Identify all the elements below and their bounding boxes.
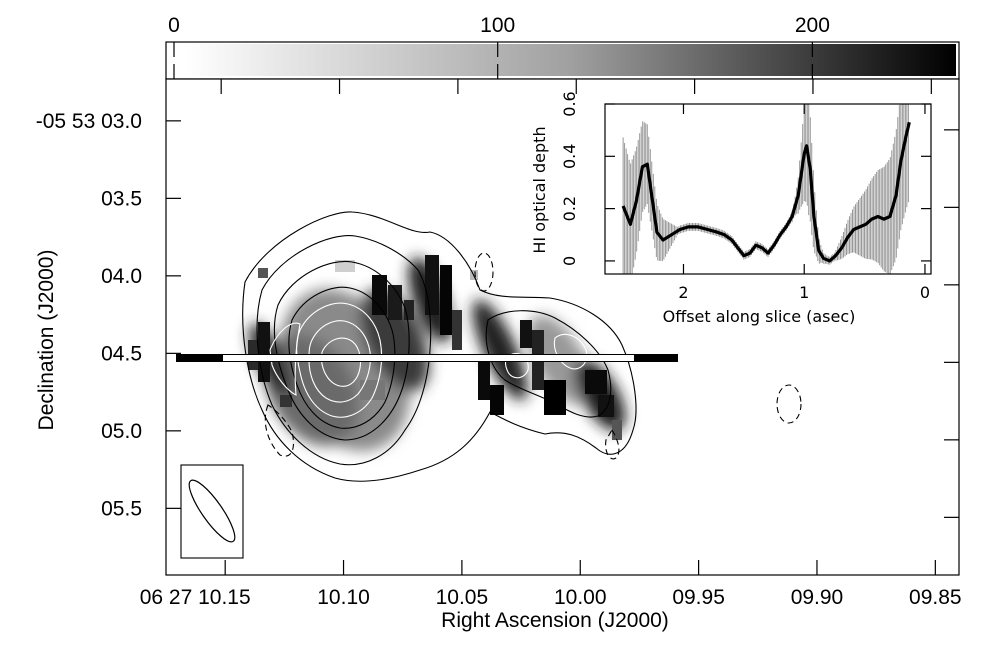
inset-y-tick-label: 0 — [560, 256, 579, 266]
colorbar-tick-label: 100 — [480, 14, 515, 37]
inset-plot: 2 1 000.20.40.6 Offset along slice (asec) … — [530, 91, 932, 326]
y-tick-label: 04.5 — [101, 342, 142, 365]
x-tick-label: 09.85 — [909, 586, 962, 609]
x-axis-label: Right Ascension (J2000) — [441, 609, 669, 632]
colorbar-tick-label: 0 — [168, 14, 180, 37]
colorbar-ticks: 0 100 200 — [168, 14, 830, 79]
inset-background — [605, 104, 931, 274]
inset-x-axis-label: Offset along slice (asec) — [663, 307, 856, 326]
inset-y-tick-label: 0.2 — [560, 196, 579, 221]
inset-x-tick-label: 1 — [799, 283, 809, 302]
inset-y-tick-label: 0.4 — [560, 144, 579, 169]
y-tick-label: 03.5 — [101, 187, 142, 210]
x-tick-label: 06 27 10.15 — [140, 586, 251, 609]
map-tick-labels: 06 27 10.15 10.10 10.05 10.00 09.95 09.90 09.8… — [36, 110, 962, 609]
inset-x-tick-label: 0 — [920, 283, 930, 302]
x-tick-label: 09.90 — [791, 586, 844, 609]
map-ticks — [166, 79, 959, 575]
y-tick-label: 04.0 — [101, 265, 142, 288]
colorbar-gradient — [185, 44, 956, 76]
slice-bar-white — [223, 355, 634, 361]
inset-x-tick-label: 2 — [678, 283, 688, 302]
colorbar-tick-label: 200 — [795, 14, 830, 37]
slice-line — [176, 354, 678, 362]
inset-y-axis-label: HI optical depth — [530, 126, 549, 253]
y-tick-label: -05 53 03.0 — [36, 110, 142, 133]
pixel-blocks — [248, 255, 622, 440]
inset-ticks — [605, 103, 931, 274]
x-tick-label: 10.10 — [317, 586, 370, 609]
beam-indicator — [180, 464, 244, 559]
y-axis-label: Declination (J2000) — [35, 250, 58, 431]
map-image — [176, 211, 802, 482]
y-tick-label: 05.0 — [101, 420, 142, 443]
x-tick-label: 10.05 — [436, 586, 489, 609]
beam-ellipse — [188, 479, 236, 543]
inset-frame — [604, 103, 932, 275]
x-tick-label: 10.00 — [554, 586, 607, 609]
inset-series-line — [621, 121, 911, 263]
map-frame — [165, 78, 960, 576]
dashed-contours — [264, 252, 802, 460]
y-tick-label: 05.5 — [101, 497, 142, 520]
colorbar: 0 100 200 — [165, 14, 960, 80]
inset-tick-labels: 2 1 0 0 0.2 0.4 0.6 — [560, 91, 930, 302]
inset-y-tick-label: 0.6 — [560, 91, 579, 116]
beam-box — [180, 464, 244, 559]
x-tick-label: 09.95 — [672, 586, 725, 609]
